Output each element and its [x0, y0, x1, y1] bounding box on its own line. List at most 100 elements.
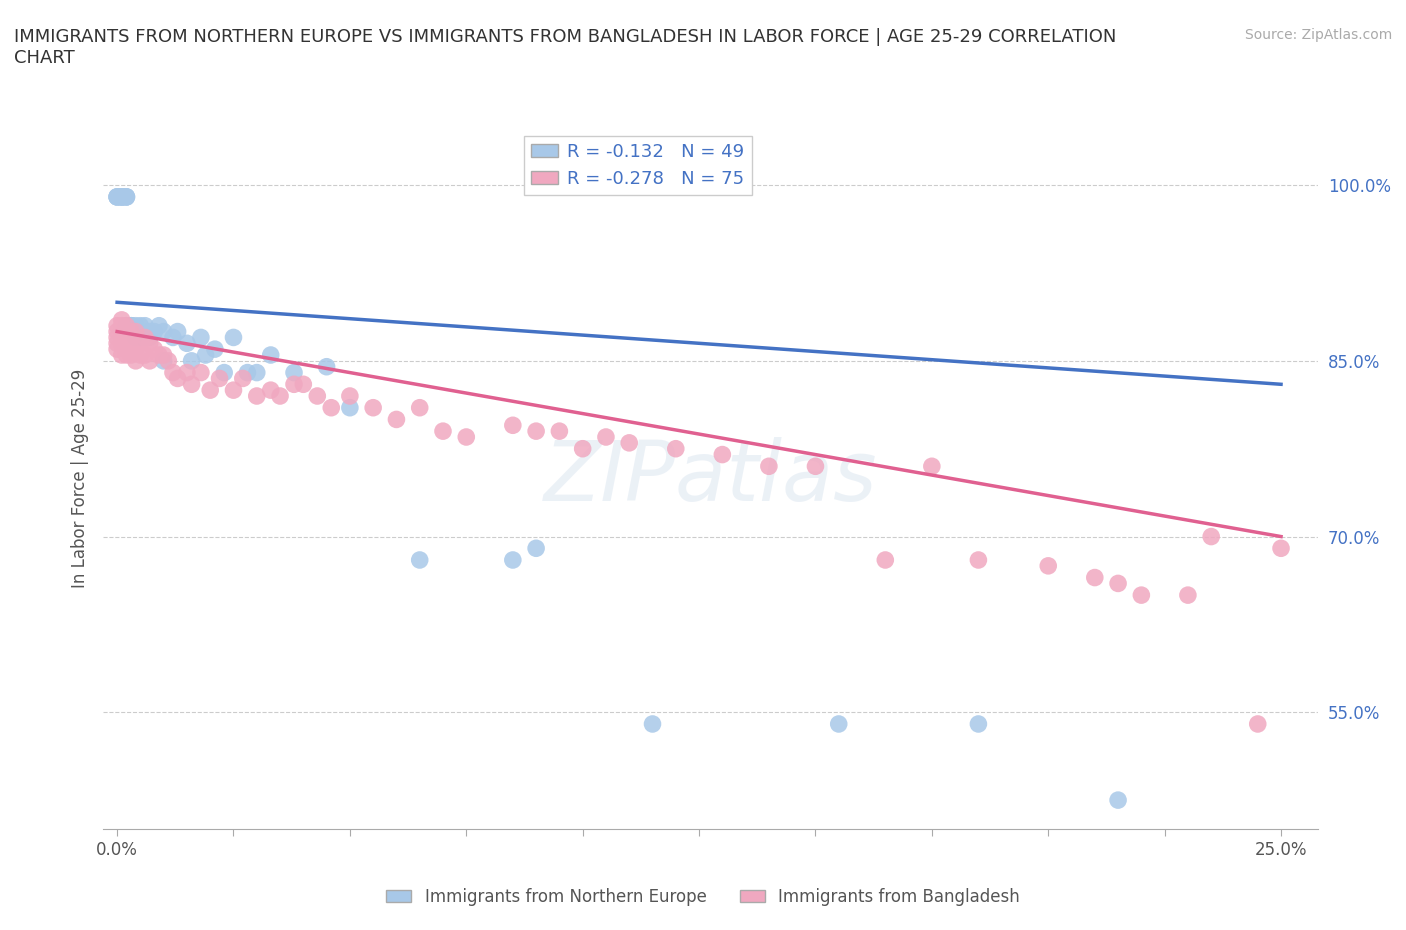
Point — [111, 312, 134, 327]
Point — [307, 389, 329, 404]
Point — [385, 412, 408, 427]
Point — [120, 330, 142, 345]
Point — [222, 383, 245, 398]
Point — [361, 400, 384, 415]
Point — [105, 190, 128, 205]
Point — [711, 447, 734, 462]
Point — [166, 325, 188, 339]
Point — [246, 389, 269, 404]
Point — [456, 430, 478, 445]
Point — [208, 371, 231, 386]
Point — [190, 330, 212, 345]
Point — [134, 348, 156, 363]
Point — [115, 330, 138, 345]
Point — [828, 716, 851, 731]
Point — [111, 348, 134, 363]
Point — [105, 190, 128, 205]
Point — [115, 336, 138, 351]
Point — [641, 716, 664, 731]
Point — [232, 371, 254, 386]
Point — [111, 190, 134, 205]
Point — [129, 336, 152, 351]
Point — [180, 377, 202, 392]
Point — [595, 430, 617, 445]
Point — [111, 336, 134, 351]
Point — [111, 325, 134, 339]
Point — [1199, 529, 1222, 544]
Point — [180, 353, 202, 368]
Point — [204, 341, 226, 356]
Point — [143, 341, 166, 356]
Legend: R = -0.132   N = 49, R = -0.278   N = 75: R = -0.132 N = 49, R = -0.278 N = 75 — [524, 136, 752, 195]
Point — [138, 330, 160, 345]
Point — [148, 348, 170, 363]
Point — [138, 336, 160, 351]
Point — [260, 348, 283, 363]
Point — [409, 552, 432, 567]
Point — [148, 318, 170, 333]
Point — [134, 318, 156, 333]
Point — [1270, 541, 1292, 556]
Point — [283, 365, 305, 380]
Point — [120, 318, 142, 333]
Point — [967, 552, 990, 567]
Point — [269, 389, 291, 404]
Point — [1084, 570, 1107, 585]
Point — [321, 400, 343, 415]
Point — [292, 377, 315, 392]
Point — [152, 325, 174, 339]
Point — [339, 400, 361, 415]
Point — [120, 325, 142, 339]
Point — [134, 330, 156, 345]
Point — [967, 716, 990, 731]
Point — [105, 190, 128, 205]
Point — [111, 190, 134, 205]
Point — [432, 424, 454, 439]
Point — [758, 458, 780, 473]
Point — [125, 330, 148, 345]
Point — [157, 353, 180, 368]
Point — [129, 318, 152, 333]
Point — [502, 418, 524, 432]
Point — [1107, 792, 1129, 807]
Text: ZIPatlas: ZIPatlas — [544, 437, 877, 519]
Point — [246, 365, 269, 380]
Point — [548, 424, 571, 439]
Point — [190, 365, 212, 380]
Point — [502, 552, 524, 567]
Point — [115, 318, 138, 333]
Point — [409, 400, 432, 415]
Text: IMMIGRANTS FROM NORTHERN EUROPE VS IMMIGRANTS FROM BANGLADESH IN LABOR FORCE | A: IMMIGRANTS FROM NORTHERN EUROPE VS IMMIG… — [14, 28, 1116, 67]
Point — [129, 348, 152, 363]
Point — [162, 330, 184, 345]
Point — [120, 318, 142, 333]
Point — [115, 190, 138, 205]
Point — [115, 190, 138, 205]
Point — [125, 353, 148, 368]
Point — [194, 348, 217, 363]
Point — [315, 359, 337, 374]
Point — [283, 377, 305, 392]
Point — [115, 318, 138, 333]
Point — [339, 389, 361, 404]
Point — [1107, 576, 1129, 591]
Point — [120, 318, 142, 333]
Point — [176, 365, 198, 380]
Point — [111, 318, 134, 333]
Point — [260, 383, 283, 398]
Y-axis label: In Labor Force | Age 25-29: In Labor Force | Age 25-29 — [72, 368, 89, 588]
Point — [105, 318, 128, 333]
Point — [176, 336, 198, 351]
Point — [236, 365, 259, 380]
Point — [152, 348, 174, 363]
Point — [129, 330, 152, 345]
Point — [111, 190, 134, 205]
Point — [875, 552, 897, 567]
Point — [125, 341, 148, 356]
Point — [138, 353, 160, 368]
Point — [524, 424, 547, 439]
Text: Source: ZipAtlas.com: Source: ZipAtlas.com — [1244, 28, 1392, 42]
Point — [111, 190, 134, 205]
Point — [222, 330, 245, 345]
Point — [804, 458, 827, 473]
